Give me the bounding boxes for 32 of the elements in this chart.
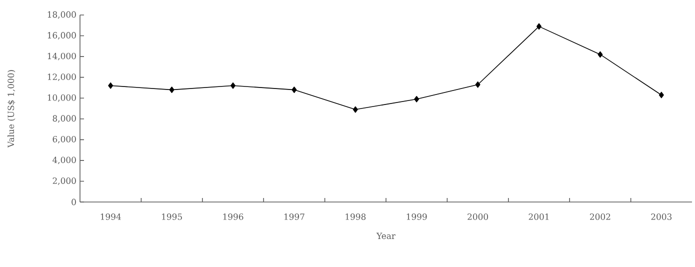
y-tick-label: 0 [72, 198, 76, 206]
point [169, 86, 174, 93]
y-tick-label: 10,000 [48, 94, 76, 102]
x-tick-label: 1999 [406, 214, 427, 220]
point [475, 81, 480, 88]
y-tick-label: 18,000 [48, 11, 76, 19]
point [414, 96, 420, 102]
point [658, 92, 664, 98]
x-tick-label: 2000 [468, 214, 488, 220]
y-tick-label: 6,000 [52, 136, 76, 144]
point [352, 106, 358, 113]
x-axis-title: Year [376, 232, 396, 240]
x-tick-label: 1998 [346, 214, 366, 220]
y-tick-label: 4,000 [52, 156, 76, 164]
point [292, 86, 297, 93]
x-tick-label: 1995 [162, 214, 182, 220]
y-tick-label: 14,000 [48, 52, 76, 60]
x-tick-label: 2002 [590, 214, 610, 220]
point [598, 51, 603, 58]
point [536, 23, 542, 30]
y-axis-title: Value (US$ 1,000) [8, 70, 16, 148]
x-tick-label: 1997 [284, 214, 304, 220]
y-tick-label: 12,000 [48, 74, 76, 82]
point [108, 82, 114, 89]
y-tick-label: 8,000 [52, 115, 76, 123]
x-tick-label: 2003 [651, 214, 672, 220]
x-tick-label: 1994 [100, 214, 121, 220]
y-tick-label: 2,000 [52, 178, 76, 185]
point [230, 82, 236, 89]
y-tick-label: 16,000 [48, 32, 76, 40]
x-tick-label: 1996 [223, 214, 244, 220]
x-tick-label: 2001 [528, 214, 549, 220]
